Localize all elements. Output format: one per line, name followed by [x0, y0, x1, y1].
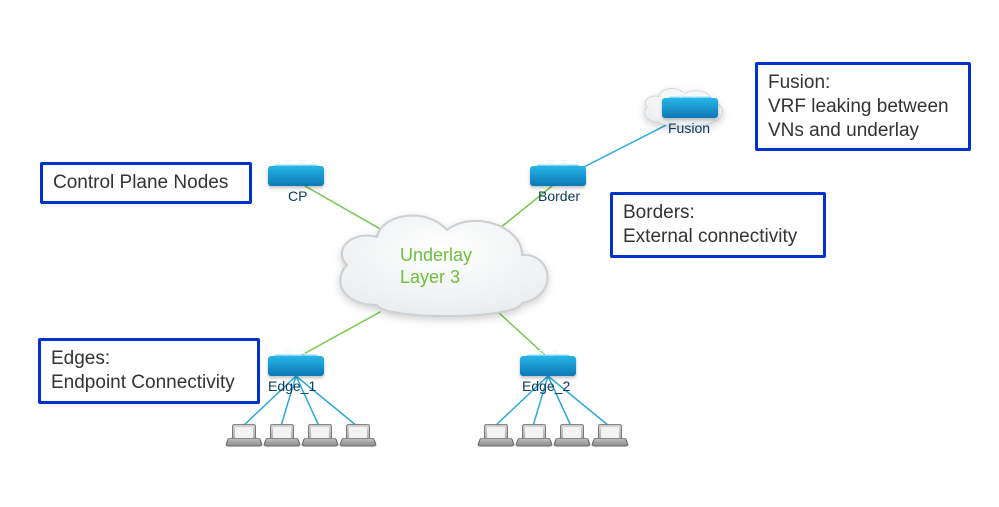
- control-plane-nodes-text: Control Plane Nodes: [53, 172, 228, 193]
- laptop-icon: [518, 424, 548, 448]
- border-switch-label: Border: [538, 188, 580, 204]
- laptop-icon: [480, 424, 510, 448]
- laptop-icon: [228, 424, 258, 448]
- cp-switch-label: CP: [288, 188, 307, 204]
- laptop-icon: [556, 424, 586, 448]
- laptop-icon: [342, 424, 372, 448]
- edge1-switch-icon: ⇄ ⇄: [268, 350, 324, 376]
- borders-box: Borders:External connectivity: [610, 192, 826, 258]
- fusion-box-text: Fusion:VRF leaking betweenVNs and underl…: [768, 72, 949, 141]
- border-switch-icon: ⇄ ⇄: [530, 160, 586, 186]
- underlay-cloud: [322, 195, 562, 335]
- edge2-switch-label: Edge_2: [522, 378, 570, 394]
- edges-box-text: Edges:Endpoint Connectivity: [51, 348, 235, 393]
- fusion-switch-icon: ⇄ ⇄: [662, 92, 718, 118]
- edge1-switch-label: Edge_1: [268, 378, 316, 394]
- edges-box: Edges:Endpoint Connectivity: [38, 338, 260, 404]
- borders-box-text: Borders:External connectivity: [623, 202, 797, 247]
- laptop-icon: [594, 424, 624, 448]
- laptop-icon: [266, 424, 296, 448]
- fusion-switch-label: Fusion: [668, 120, 710, 136]
- fusion-box: Fusion:VRF leaking betweenVNs and underl…: [755, 62, 971, 151]
- laptop-icon: [304, 424, 334, 448]
- cp-switch-icon: ⇄ ⇄: [268, 160, 324, 186]
- control-plane-nodes-box: Control Plane Nodes: [40, 162, 252, 204]
- edge2-switch-icon: ⇄ ⇄: [520, 350, 576, 376]
